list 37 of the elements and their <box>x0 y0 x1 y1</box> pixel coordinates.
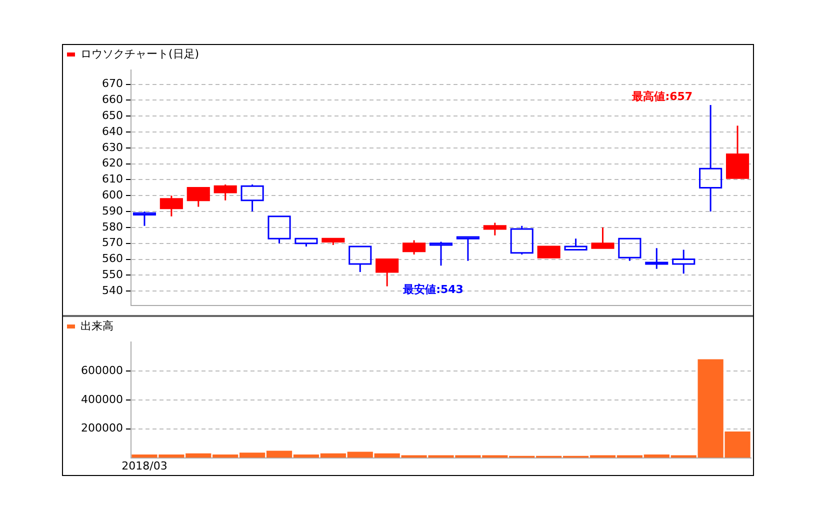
candlestick <box>160 194 183 218</box>
candlestick <box>429 241 453 266</box>
y-tick-label: 550 <box>102 268 123 282</box>
candlestick <box>645 247 668 270</box>
candlestick <box>726 124 750 179</box>
candlestick <box>564 238 588 250</box>
x-tick-label: 2018/03 <box>122 459 168 472</box>
y-tick-label: 620 <box>102 156 123 170</box>
y-tick-label: 660 <box>102 93 123 106</box>
candlestick <box>591 226 614 249</box>
y-tick-label: 200000 <box>81 422 123 435</box>
y-tick-label: 610 <box>102 172 123 186</box>
annotation: 最高値:657 <box>631 90 693 103</box>
y-tick-label: 650 <box>102 108 123 122</box>
y-tick-label: 640 <box>102 124 123 138</box>
candlestick <box>672 248 696 274</box>
candlestick <box>456 236 480 262</box>
y-tick-label: 560 <box>102 252 123 266</box>
y-tick-label: 570 <box>102 236 123 250</box>
candlestick <box>699 104 722 212</box>
y-tick-label: 600 <box>102 188 123 202</box>
candlestick <box>186 186 210 208</box>
y-tick-label: 600000 <box>81 364 123 377</box>
y-tick-label: 630 <box>102 140 123 154</box>
candlestick <box>483 222 506 236</box>
y-tick-label: 590 <box>102 204 123 218</box>
y-tick-label: 670 <box>102 77 123 90</box>
legend-label: 出来高 <box>80 319 114 332</box>
y-tick-label: 400000 <box>81 392 123 406</box>
legend-label: ロウソクチャート(日足) <box>80 47 200 60</box>
candlestick <box>376 258 399 288</box>
y-tick-label: 540 <box>102 284 123 297</box>
annotation: 最安値:543 <box>402 283 464 296</box>
candlestick <box>240 184 264 212</box>
candlestick <box>214 184 237 202</box>
candlestick <box>132 210 156 227</box>
y-tick-label: 580 <box>102 220 123 234</box>
